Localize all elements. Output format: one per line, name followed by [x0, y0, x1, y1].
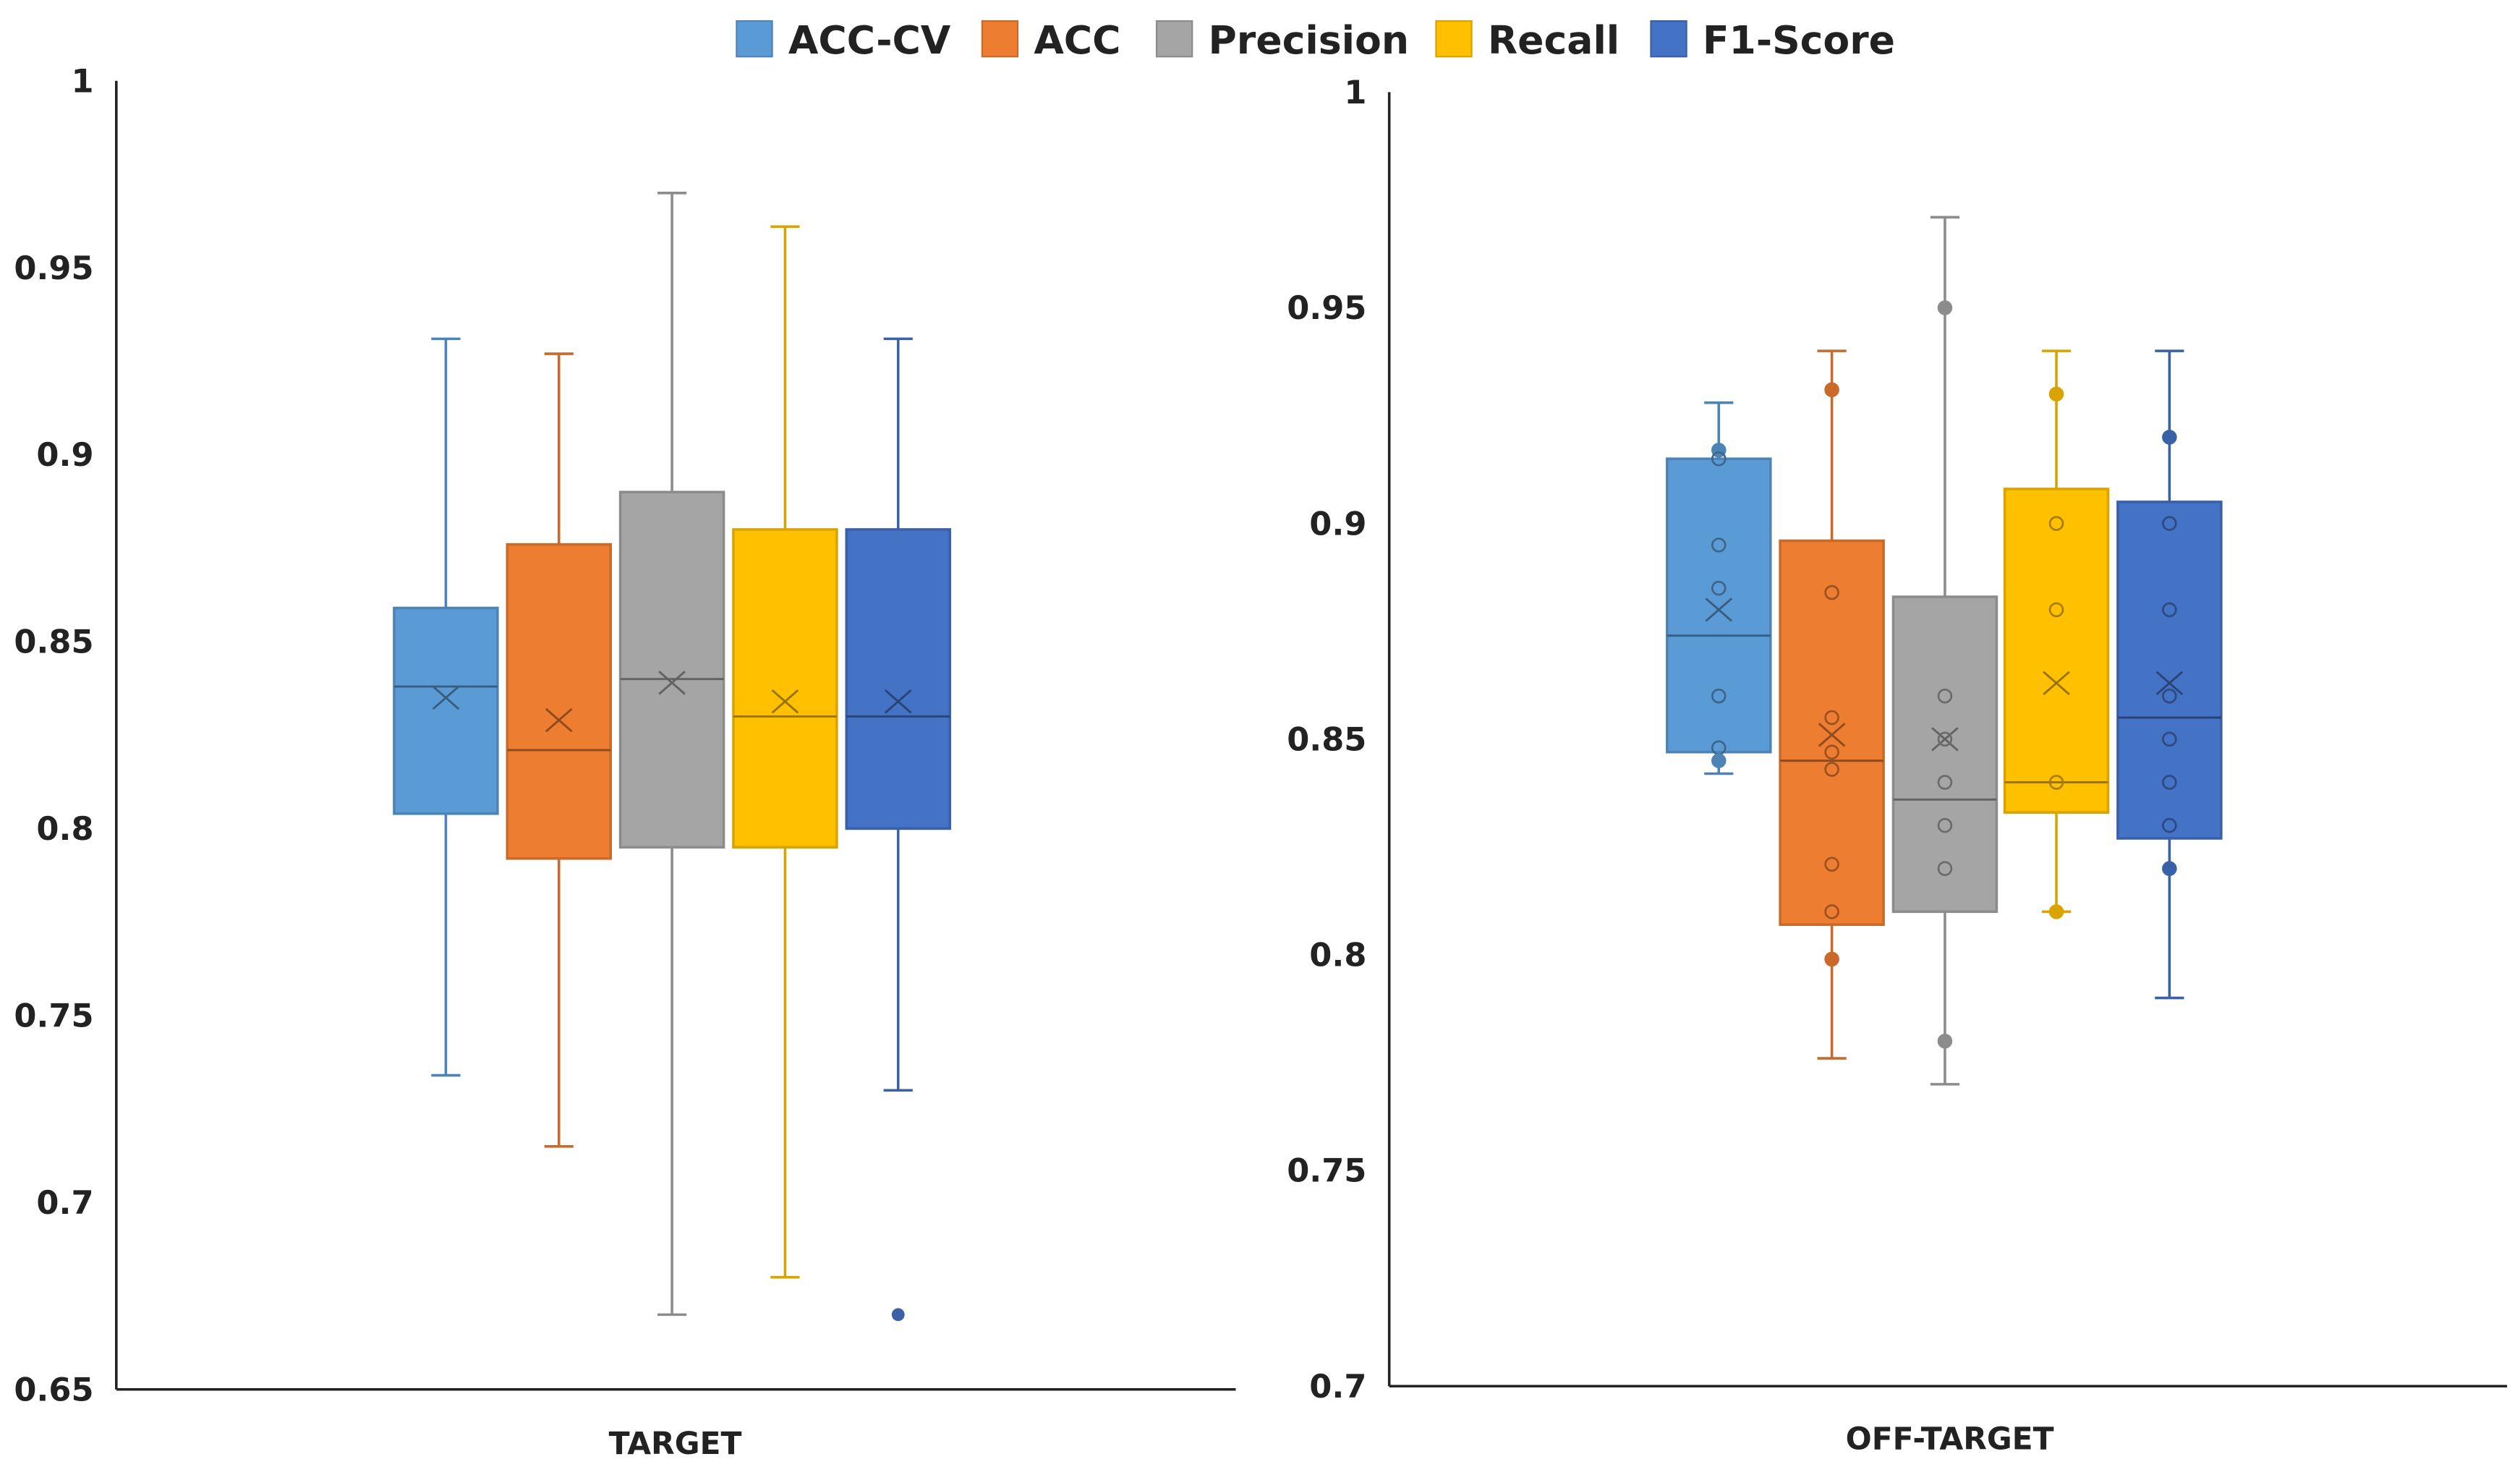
- data-point: [1824, 584, 1839, 600]
- data-point: [1937, 688, 1953, 704]
- legend-swatch-precision: [1155, 20, 1193, 58]
- legend: ACC-CV ACC Precision Recall F1-Score: [736, 17, 1895, 63]
- box-acc-cv: [1666, 401, 1772, 775]
- data-point: [2162, 430, 2177, 445]
- data-point: [2162, 602, 2177, 618]
- mean-marker: [884, 689, 912, 714]
- y-tick-label: 0.95: [14, 250, 93, 287]
- y-tick-label: 0.75: [1287, 1152, 1366, 1190]
- data-point: [1711, 688, 1727, 704]
- data-point: [1824, 856, 1839, 872]
- y-tick-label: 0.85: [14, 624, 93, 661]
- data-point: [2162, 775, 2177, 790]
- y-tick-label: 0.7: [36, 1184, 93, 1222]
- data-point: [1711, 580, 1727, 596]
- data-point: [2048, 904, 2064, 919]
- data-point: [2048, 386, 2064, 402]
- legend-label: ACC-CV: [788, 17, 951, 63]
- data-point: [1937, 1033, 1953, 1049]
- box-precision: [1891, 216, 1998, 1086]
- mean-marker: [2043, 671, 2070, 696]
- box-f1-score: [2116, 349, 2223, 1000]
- y-tick-label: 1: [1344, 74, 1366, 111]
- legend-swatch-f1-score: [1650, 20, 1687, 58]
- mean-marker: [658, 671, 686, 695]
- iqr-box: [1779, 539, 1885, 927]
- y-tick-label: 0.75: [14, 998, 93, 1035]
- data-point: [1824, 904, 1839, 919]
- legend-swatch-acc-cv: [736, 20, 773, 58]
- box-acc: [506, 352, 612, 1148]
- data-point: [1937, 300, 1953, 315]
- legend-swatch-acc: [981, 20, 1019, 58]
- y-tick-label: 0.8: [1309, 937, 1366, 974]
- mean-marker: [545, 707, 573, 733]
- y-tick-label: 0.65: [14, 1371, 93, 1408]
- data-point: [1937, 861, 1953, 876]
- box-recall: [732, 225, 838, 1279]
- mean-marker: [1818, 723, 1846, 747]
- data-point: [1824, 710, 1839, 726]
- y-tick-label: 1: [71, 62, 93, 100]
- box-recall: [2003, 349, 2110, 919]
- data-point: [1711, 451, 1727, 467]
- data-point: [1937, 731, 1953, 747]
- legend-label: Precision: [1209, 17, 1409, 63]
- legend-label: ACC: [1034, 17, 1120, 63]
- data-point: [1824, 744, 1839, 760]
- box-precision: [618, 192, 725, 1317]
- iqr-box: [1666, 457, 1772, 754]
- off-target-panel: 0.7 0.75 0.8 0.85 0.9 0.95 1 OFF-TARGET: [1287, 74, 2508, 1457]
- y-tick-label: 0.9: [1309, 505, 1366, 543]
- y-tick-label: 0.95: [1287, 289, 1366, 327]
- box-f1-score: [845, 337, 951, 1322]
- data-point: [2162, 688, 2177, 704]
- data-point: [1824, 951, 1839, 967]
- data-point: [1937, 775, 1953, 790]
- iqr-box: [2003, 488, 2110, 814]
- mean-marker: [1931, 727, 1959, 752]
- iqr-box: [732, 528, 838, 849]
- iqr-box: [845, 528, 951, 830]
- iqr-box: [393, 606, 499, 815]
- mean-marker: [771, 689, 799, 714]
- box-acc-cv: [393, 337, 499, 1077]
- data-point: [2048, 516, 2064, 531]
- mean-marker: [2155, 671, 2184, 696]
- data-point: [1824, 762, 1839, 777]
- iqr-box: [506, 543, 612, 860]
- box-acc: [1779, 349, 1885, 1060]
- data-point: [1711, 537, 1727, 553]
- y-tick-label: 0.7: [1309, 1368, 1366, 1406]
- data-point: [1711, 753, 1727, 768]
- iqr-box: [1891, 595, 1998, 914]
- data-point: [1937, 817, 1953, 833]
- data-point: [2048, 775, 2064, 790]
- iqr-box: [618, 490, 725, 849]
- legend-swatch-recall: [1435, 20, 1473, 58]
- target-panel: 0.65 0.7 0.75 0.8 0.85 0.9 0.95 1 TARGET: [14, 62, 1236, 1462]
- data-point: [2162, 731, 2177, 747]
- data-point: [2162, 516, 2177, 531]
- data-point: [2048, 602, 2064, 618]
- iqr-box: [2116, 501, 2223, 840]
- x-axis-label: OFF-TARGET: [1846, 1421, 2054, 1457]
- mean-marker: [432, 685, 460, 710]
- data-point: [2162, 817, 2177, 833]
- x-axis-label: TARGET: [609, 1426, 742, 1462]
- y-tick-label: 0.85: [1287, 720, 1366, 758]
- y-tick-label: 0.9: [36, 436, 93, 474]
- outlier-point: [891, 1308, 905, 1322]
- data-point: [2162, 861, 2177, 876]
- legend-label: F1-Score: [1703, 17, 1895, 63]
- legend-label: Recall: [1488, 17, 1619, 63]
- y-tick-label: 0.8: [36, 810, 93, 848]
- mean-marker: [1705, 598, 1733, 622]
- data-point: [1824, 382, 1839, 398]
